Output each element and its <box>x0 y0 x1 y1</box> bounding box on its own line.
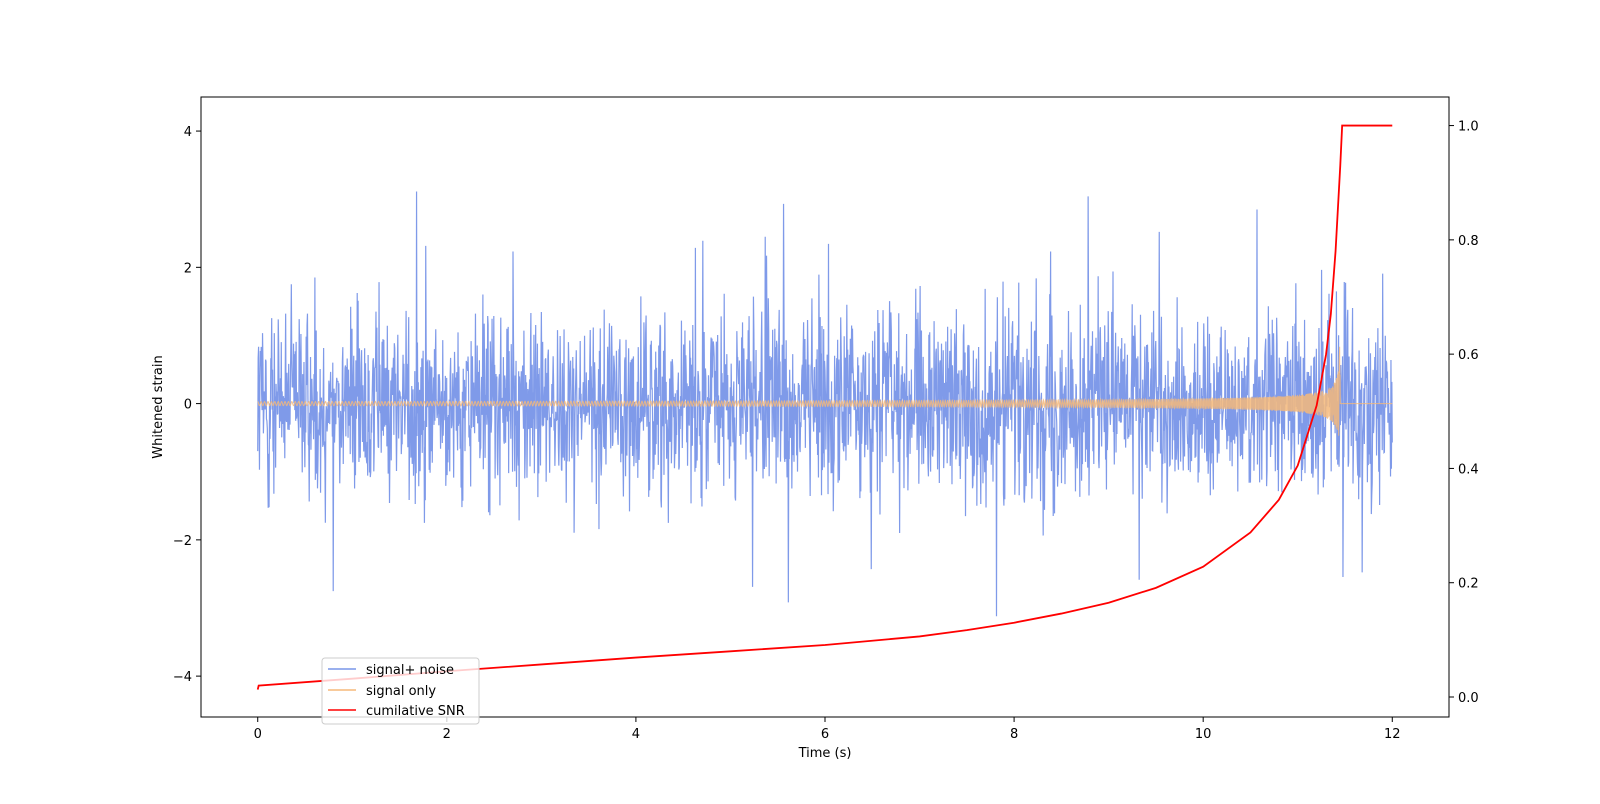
y2-tick-label: 0.4 <box>1458 462 1479 477</box>
legend-box <box>321 657 480 725</box>
y2-tick-label: 0.8 <box>1458 234 1479 249</box>
series-signal-noise-line <box>257 191 1393 617</box>
legend: signal+ noise signal only cumilative SNR <box>321 657 480 725</box>
x-axis: 0 2 4 6 8 10 12 <box>254 717 1401 742</box>
x-tick-label: 6 <box>821 727 829 742</box>
y-tick-label: −4 <box>173 670 192 685</box>
x-tick-label: 0 <box>254 727 262 742</box>
y-axis-right: 0.0 0.2 0.4 0.6 0.8 1.0 <box>1449 120 1479 706</box>
y-axis-label: Whitened strain <box>151 355 166 458</box>
x-tick-label: 10 <box>1195 727 1212 742</box>
y-tick-label: 4 <box>184 125 192 140</box>
y2-tick-label: 1.0 <box>1458 120 1479 135</box>
y-tick-label: −2 <box>173 534 192 549</box>
plot-area <box>256 124 1393 690</box>
x-tick-label: 4 <box>632 727 640 742</box>
x-tick-label: 8 <box>1010 727 1018 742</box>
legend-label-signal-only: signal only <box>366 684 436 699</box>
legend-label-signal-noise: signal+ noise <box>366 663 454 678</box>
series-cumulative-snr-line <box>256 124 1393 690</box>
legend-label-cumulative-snr: cumilative SNR <box>366 704 465 719</box>
y2-tick-label: 0.2 <box>1458 577 1479 592</box>
y-tick-label: 2 <box>184 261 192 276</box>
x-tick-label: 2 <box>443 727 451 742</box>
series-signal-only-line <box>257 346 1393 436</box>
x-axis-label: Time (s) <box>798 746 852 761</box>
y2-tick-label: 0.6 <box>1458 348 1479 363</box>
x-tick-label: 12 <box>1384 727 1401 742</box>
y2-tick-label: 0.0 <box>1458 691 1479 706</box>
y-tick-label: 0 <box>184 398 192 413</box>
y-axis-left: −4 −2 0 2 4 <box>173 125 201 685</box>
